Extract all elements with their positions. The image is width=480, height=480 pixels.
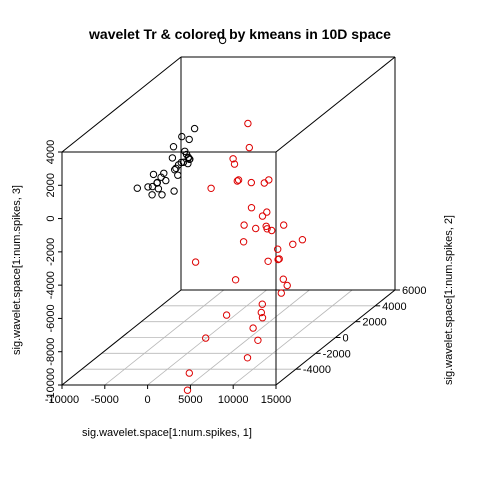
data-point [162, 176, 170, 185]
data-point [222, 311, 231, 319]
data-point [268, 226, 276, 235]
data-point [244, 119, 252, 128]
chart-title: wavelet Tr & colored by kmeans in 10D sp… [88, 26, 391, 42]
data-point [190, 124, 199, 133]
box-edge [275, 56, 396, 153]
data-point [239, 238, 248, 246]
data-point [234, 176, 243, 184]
data-point [149, 170, 158, 179]
data-point [171, 166, 179, 174]
x-tick-label: 0 [145, 394, 151, 406]
data-point [184, 159, 192, 168]
axis-ticks: -10000 -5000 0 5000 10000 15000 -10000 -8000 -60… [45, 140, 427, 406]
z-tick-label: -4000 [45, 271, 57, 299]
box-edge [61, 289, 182, 386]
y-tick-label: 2000 [362, 317, 386, 329]
y-tick-label: 6000 [402, 285, 426, 297]
data-point [249, 324, 257, 332]
data-point [181, 147, 189, 156]
z-tick-label: -2000 [45, 238, 57, 266]
data-point [202, 334, 210, 342]
data-point [257, 308, 265, 317]
z-tick-label: 0 [45, 216, 57, 222]
data-point [277, 289, 285, 297]
data-point [247, 204, 256, 212]
data-point [240, 221, 248, 229]
data-point [258, 300, 266, 308]
x-tick-label: 5000 [178, 394, 202, 406]
data-point [144, 183, 152, 191]
data-point [148, 191, 156, 199]
data-point [258, 314, 267, 322]
data-point [274, 245, 282, 253]
data-point [298, 236, 307, 244]
data-point [185, 369, 194, 377]
data-point [170, 187, 178, 195]
x-tick-label: -10000 [45, 394, 79, 406]
y-tick-label: -4000 [303, 364, 331, 376]
z-tick-label: -6000 [45, 304, 57, 332]
z-tick-label: 4000 [45, 140, 57, 164]
x-tick-label: 10000 [218, 394, 249, 406]
data-point [252, 224, 260, 233]
data-point [229, 155, 237, 163]
data-point [258, 212, 267, 220]
data-point [233, 177, 242, 185]
y-axis-label: sig.wavelet.space[1:num.spikes, 2] [443, 215, 455, 385]
data-point [168, 154, 177, 162]
data-point [185, 135, 193, 144]
z-tick-label: -10000 [45, 368, 57, 402]
floor-grid [81, 289, 376, 386]
data-point [178, 132, 186, 141]
data-points [133, 36, 307, 394]
data-point [179, 158, 188, 167]
data-point [243, 354, 252, 362]
data-point [264, 257, 272, 265]
data-point [245, 143, 254, 152]
x-tick-label: -5000 [91, 394, 119, 406]
data-point [254, 336, 262, 344]
data-point [260, 179, 268, 187]
data-point [265, 176, 273, 184]
data-point [279, 275, 287, 283]
data-point [154, 185, 163, 193]
data-point [157, 173, 165, 181]
y-tick-label: -2000 [323, 348, 351, 360]
data-point [283, 281, 291, 290]
data-point [174, 171, 182, 179]
z-tick-label: -8000 [45, 338, 57, 366]
data-point [191, 258, 200, 266]
data-point [280, 221, 288, 229]
z-axis-label: sig.wavelet.space[1:num.spikes, 3] [11, 185, 23, 355]
data-point [183, 386, 192, 394]
data-point [262, 222, 270, 231]
y-tick-label: 0 [343, 333, 349, 345]
data-point [218, 36, 227, 45]
data-point [169, 143, 178, 151]
data-point [263, 208, 271, 216]
data-point [172, 164, 180, 173]
box-edge [61, 56, 182, 153]
z-tick-label: 2000 [45, 173, 57, 197]
y-tick-label: 4000 [382, 301, 406, 313]
data-point [207, 184, 215, 193]
data-point [230, 160, 239, 168]
data-point [247, 178, 256, 187]
data-point [274, 255, 282, 264]
data-point [289, 240, 297, 249]
x-axis-label: sig.wavelet.space[1:num.spikes, 1] [82, 427, 252, 439]
data-point [231, 276, 240, 284]
data-point [133, 184, 142, 192]
x-tick-label: 15000 [261, 394, 292, 406]
data-point [185, 155, 194, 164]
data-point [158, 191, 166, 199]
